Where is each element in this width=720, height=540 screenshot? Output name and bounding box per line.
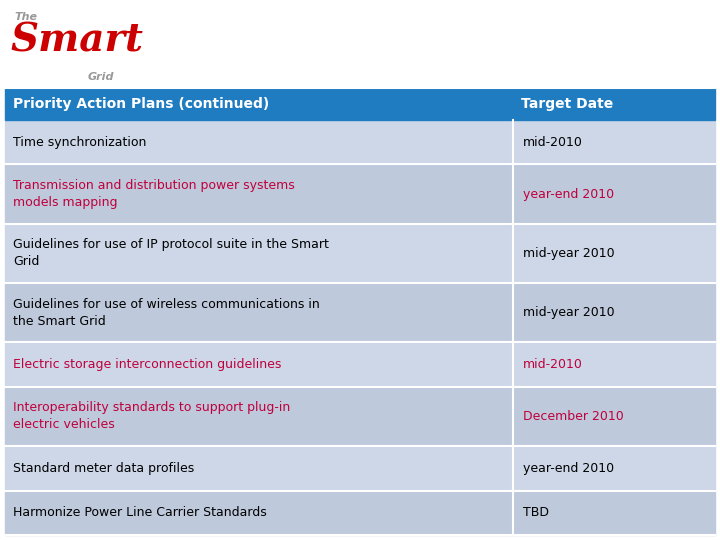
- Text: Electric storage interconnection guidelines: Electric storage interconnection guideli…: [13, 358, 282, 371]
- Bar: [5, 165, 513, 224]
- Bar: [513, 490, 715, 535]
- Text: year-end 2010: year-end 2010: [523, 187, 613, 200]
- Bar: [5, 342, 513, 387]
- Bar: [513, 120, 715, 165]
- Bar: [513, 446, 715, 490]
- Bar: [5, 490, 513, 535]
- Text: Smart: Smart: [10, 22, 143, 60]
- Text: mid-year 2010: mid-year 2010: [523, 247, 614, 260]
- Bar: [5, 120, 513, 165]
- Text: Harmonize Power Line Carrier Standards: Harmonize Power Line Carrier Standards: [13, 507, 266, 519]
- Bar: [513, 387, 715, 446]
- Bar: [5, 446, 513, 490]
- Bar: [513, 224, 715, 283]
- Bar: [5, 283, 513, 342]
- Text: Standard meter data profiles: Standard meter data profiles: [13, 462, 194, 475]
- Text: Target Date: Target Date: [521, 97, 613, 111]
- Bar: [5, 387, 513, 446]
- Text: Grid: Grid: [88, 72, 114, 82]
- Text: Guidelines for use of wireless communications in
the Smart Grid: Guidelines for use of wireless communica…: [13, 298, 320, 328]
- Text: December 2010: December 2010: [523, 410, 624, 423]
- Bar: [513, 283, 715, 342]
- Text: mid-2010: mid-2010: [523, 358, 582, 371]
- Text: Guidelines for use of IP protocol suite in the Smart
Grid: Guidelines for use of IP protocol suite …: [13, 238, 329, 268]
- Text: TBD: TBD: [523, 507, 549, 519]
- Text: Interoperability standards to support plug-in
electric vehicles: Interoperability standards to support pl…: [13, 401, 290, 431]
- Bar: [513, 342, 715, 387]
- Bar: [513, 165, 715, 224]
- Text: year-end 2010: year-end 2010: [523, 462, 613, 475]
- Text: The: The: [14, 12, 37, 22]
- Text: Transmission and distribution power systems
models mapping: Transmission and distribution power syst…: [13, 179, 294, 209]
- Text: mid-2010: mid-2010: [523, 136, 582, 148]
- Text: mid-year 2010: mid-year 2010: [523, 306, 614, 319]
- Text: Priority Action Plans (continued): Priority Action Plans (continued): [13, 97, 269, 111]
- Text: Time synchronization: Time synchronization: [13, 136, 146, 148]
- Bar: [5, 88, 715, 120]
- Bar: [5, 224, 513, 283]
